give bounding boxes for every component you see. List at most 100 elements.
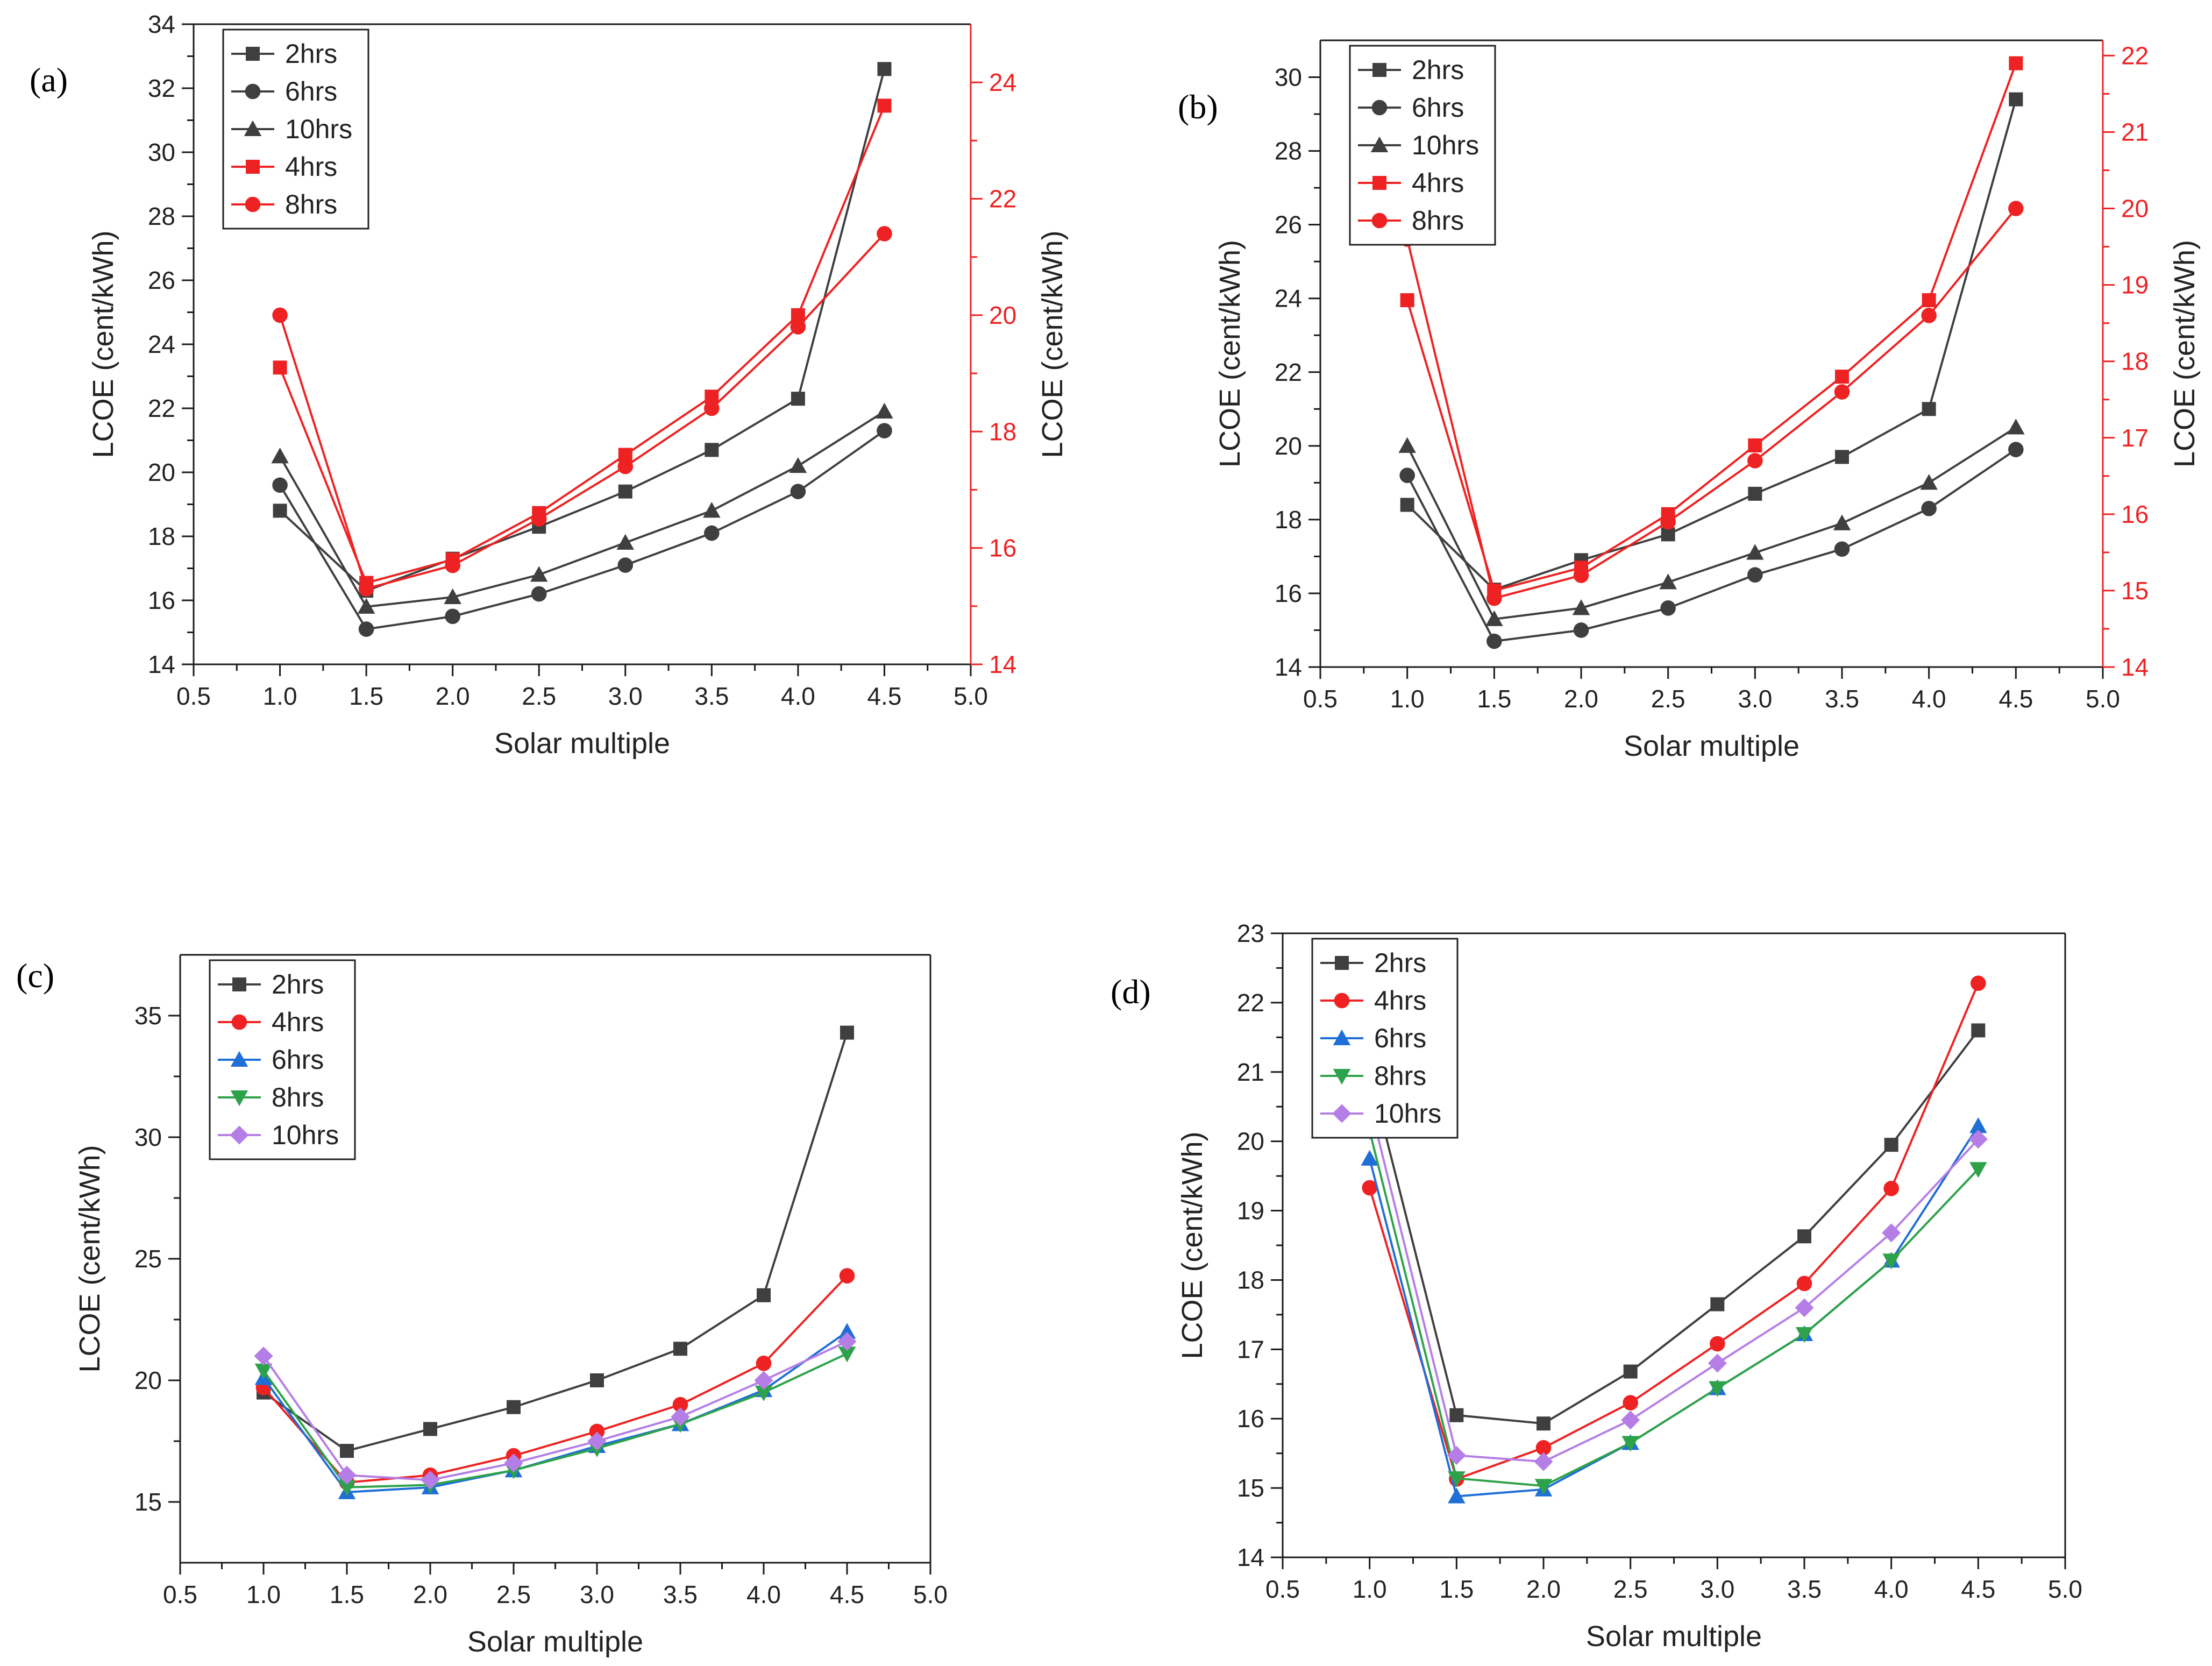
- data-point-2hrs: [1797, 1229, 1811, 1244]
- legend-marker: [1333, 1029, 1351, 1045]
- data-point-10hrs: [1746, 544, 1764, 560]
- y-tick-label: 16: [1275, 579, 1302, 607]
- data-point-6hrs: [1486, 633, 1502, 649]
- x-tick-label: 1.0: [263, 682, 297, 710]
- series-line-8hrs: [279, 233, 885, 590]
- data-point-6hrs: [838, 1323, 856, 1339]
- data-point-8hrs: [1795, 1327, 1813, 1343]
- y-tick-label: 14: [1237, 1543, 1264, 1571]
- series-line-6hrs: [1368, 1125, 1980, 1498]
- x-tick-label: 0.5: [163, 1580, 197, 1608]
- panel-label: (a): [30, 61, 68, 99]
- series-line-4hrs: [262, 1275, 848, 1484]
- data-point-6hrs: [1361, 1150, 1378, 1166]
- data-point-10hrs: [1882, 1223, 1901, 1243]
- y-axis-label: LCOE (cent/kWh): [1176, 1131, 1208, 1359]
- y2-tick-label: 15: [2121, 577, 2149, 605]
- series-line-6hrs: [262, 1330, 848, 1493]
- y-tick-label: 18: [148, 522, 175, 550]
- legend-marker: [1332, 1104, 1352, 1123]
- data-point-6hrs: [2008, 442, 2024, 457]
- x-tick-label: 5.0: [954, 682, 988, 710]
- x-tick-label: 0.5: [1303, 685, 1338, 713]
- x-tick-label: 2.0: [1564, 685, 1598, 713]
- y-tick-label: 28: [1275, 137, 1302, 165]
- data-point-10hrs: [444, 588, 461, 605]
- data-point-8hrs: [838, 1346, 856, 1363]
- series-line-10hrs: [1368, 1103, 1979, 1463]
- data-point-10hrs: [1708, 1353, 1727, 1373]
- series-line-8hrs: [1368, 1130, 1979, 1487]
- y2-tick-label: 19: [2121, 271, 2149, 299]
- y-tick-label: 18: [1275, 506, 1302, 534]
- legend-label: 2hrs: [1374, 948, 1426, 978]
- series-line-10hrs: [279, 410, 885, 608]
- y-axis-label: LCOE (cent/kWh): [87, 230, 119, 458]
- legend-label: 2hrs: [285, 39, 337, 69]
- y-tick-label: 20: [148, 458, 175, 486]
- series-line-2hrs: [262, 1032, 848, 1452]
- chart-panel-c: (c) 0.5 1.0 1.5 2.0 2.5 3.0 3.5 4.0 4.5 5.0 Solar m…: [16, 954, 948, 1658]
- y2-tick-label: 17: [2121, 424, 2149, 452]
- y-tick-label: 28: [148, 202, 175, 230]
- data-point-4hrs: [589, 1423, 605, 1440]
- y-tick-label: 20: [1275, 432, 1302, 460]
- data-point-8hrs: [1660, 514, 1676, 530]
- data-point-10hrs: [616, 534, 635, 550]
- data-point-10hrs: [1447, 1445, 1466, 1465]
- legend-marker: [246, 47, 260, 61]
- data-point-4hrs: [1400, 293, 1414, 308]
- data-point-10hrs: [1485, 610, 1503, 626]
- y2-tick-label: 16: [989, 534, 1016, 562]
- series-line-6hrs: [1406, 449, 2017, 643]
- data-point-8hrs: [1921, 308, 1937, 323]
- data-point-2hrs: [1449, 1408, 1464, 1422]
- series-line-2hrs: [1368, 1030, 1979, 1425]
- legend-label: 8hrs: [1374, 1061, 1426, 1091]
- x-tick-label: 4.5: [1998, 685, 2033, 713]
- x-tick-label: 4.5: [1961, 1575, 1995, 1603]
- x-tick-label: 1.5: [330, 1580, 364, 1608]
- y-tick-label: 35: [134, 1002, 162, 1030]
- data-point-6hrs: [1834, 541, 1850, 557]
- series-line-4hrs: [1368, 983, 1980, 1480]
- x-tick-label: 0.5: [176, 682, 211, 710]
- y-tick-label: 24: [1275, 285, 1302, 313]
- data-point-2hrs: [1710, 1297, 1725, 1311]
- data-point-4hrs: [756, 1356, 772, 1371]
- legend-label: 4hrs: [1412, 168, 1464, 198]
- data-point-6hrs: [1660, 600, 1676, 616]
- legend-label: 10hrs: [1374, 1098, 1441, 1129]
- data-point-8hrs: [2008, 201, 2024, 216]
- x-tick-label: 4.5: [830, 1580, 864, 1608]
- y2-tick-label: 14: [989, 650, 1016, 678]
- legend-marker: [1333, 1069, 1351, 1085]
- legend-marker: [230, 1051, 248, 1067]
- y-tick-label: 34: [148, 10, 175, 38]
- data-point-10hrs: [1795, 1298, 1814, 1317]
- data-point-4hrs: [273, 360, 287, 375]
- data-point-10hrs: [789, 457, 807, 473]
- x-tick-label: 1.5: [349, 682, 383, 710]
- legend-label: 6hrs: [1374, 1023, 1426, 1053]
- data-point-4hrs: [1883, 1181, 1899, 1196]
- y-tick-label: 26: [1275, 211, 1302, 239]
- data-point-2hrs: [1922, 402, 1936, 416]
- data-point-10hrs: [1621, 1410, 1640, 1430]
- y-tick-label: 30: [1275, 63, 1302, 91]
- data-point-2hrs: [273, 504, 287, 518]
- y-tick-label: 21: [1237, 1058, 1264, 1086]
- data-point-8hrs: [877, 226, 892, 242]
- y2-tick-label: 16: [2121, 500, 2149, 528]
- data-point-4hrs: [1362, 1180, 1377, 1196]
- y-axis-label: LCOE (cent/kWh): [1214, 240, 1246, 467]
- data-point-2hrs: [618, 484, 632, 499]
- data-point-10hrs: [254, 1346, 273, 1366]
- series-line-2hrs: [1406, 99, 2017, 591]
- data-point-8hrs: [358, 581, 374, 597]
- legend-marker: [1371, 100, 1388, 116]
- data-point-10hrs: [876, 402, 893, 419]
- data-point-2hrs: [423, 1422, 437, 1436]
- x-tick-label: 3.5: [1825, 685, 1859, 713]
- y2-axis-label: LCOE (cent/kWh): [2168, 240, 2201, 467]
